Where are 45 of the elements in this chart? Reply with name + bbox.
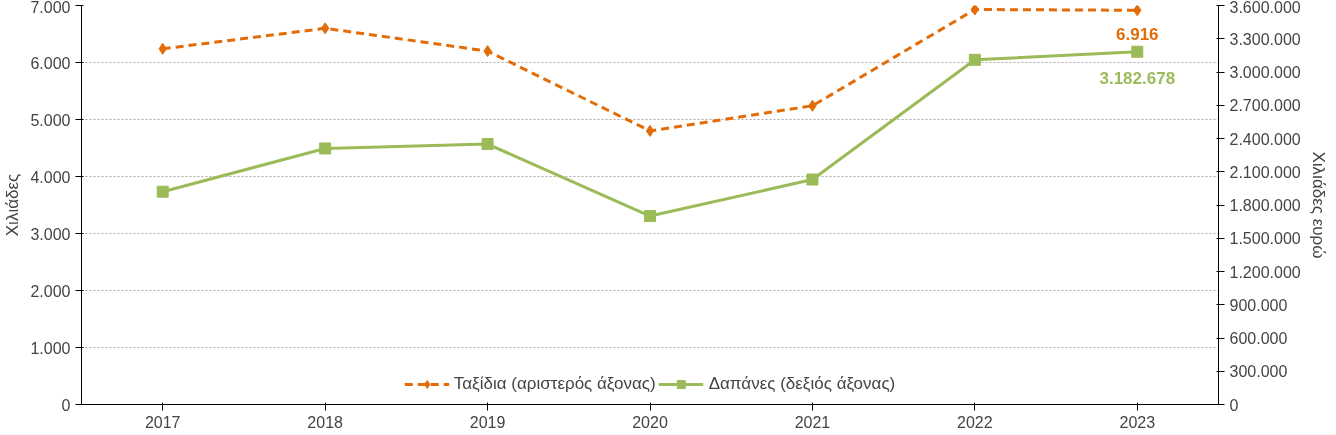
x-tick-label: 2023 (1119, 413, 1156, 431)
point (156, 185, 169, 198)
data-label: 3.182.678 (1099, 68, 1176, 88)
point (645, 124, 655, 137)
data-label: 6.916 (1116, 25, 1159, 45)
point (481, 138, 494, 151)
y2-tick-label: 1.200.000 (1229, 263, 1301, 281)
point (1133, 5, 1142, 17)
y-tick-label: 2.000 (30, 282, 71, 300)
point (1131, 45, 1144, 58)
point (320, 22, 330, 35)
x-tick-label: 2020 (632, 413, 668, 431)
y-tick-label: 5.000 (30, 111, 71, 129)
y2-tick-label: 1.800.000 (1229, 197, 1301, 214)
point (970, 5, 980, 16)
y2-tick-label: 1.500.000 (1229, 230, 1301, 248)
point (968, 53, 981, 66)
y2-tick-label: 3.300.000 (1229, 30, 1301, 48)
x-tick-label: 2019 (469, 413, 506, 431)
y2-tick-label: 0 (1229, 396, 1239, 414)
y2-tick-label: 2.400.000 (1229, 130, 1301, 148)
y-tick-label: 7.000 (30, 0, 71, 16)
y-axis-title: Χιλιάδες (3, 173, 23, 237)
y2-axis-title: Χιλιάδες ευρώ (1308, 151, 1328, 259)
y-tick-label: 4.000 (30, 168, 71, 186)
x-tick-label: 2022 (957, 413, 993, 431)
y-tick-label: 3.000 (30, 225, 71, 243)
y-tick-label: 6.000 (30, 54, 71, 72)
y2-tick-label: 2.100.000 (1229, 163, 1301, 181)
y2-tick-label: 600.000 (1229, 330, 1288, 347)
y-tick-label: 0 (61, 396, 71, 414)
y2-tick-label: 2.700.000 (1229, 97, 1301, 115)
x-tick-label: 2018 (307, 413, 344, 431)
point (644, 210, 656, 223)
y2-tick-label: 900.000 (1229, 296, 1288, 314)
y2-tick-label: 3.600.000 (1229, 0, 1301, 16)
point (319, 142, 332, 155)
x-tick-label: 2017 (144, 413, 181, 431)
y2-tick-label: 3.000.000 (1229, 64, 1301, 81)
legend-label: Ταξίδια (αριστερός άξονας) (453, 374, 656, 394)
y2-tick-label: 300.000 (1229, 363, 1288, 381)
legend-label: Δαπάνες (δεξιός άξονας) (708, 374, 896, 394)
y-tick-label: 1.000 (30, 339, 71, 357)
point (806, 173, 819, 186)
x-tick-label: 2021 (794, 413, 831, 431)
